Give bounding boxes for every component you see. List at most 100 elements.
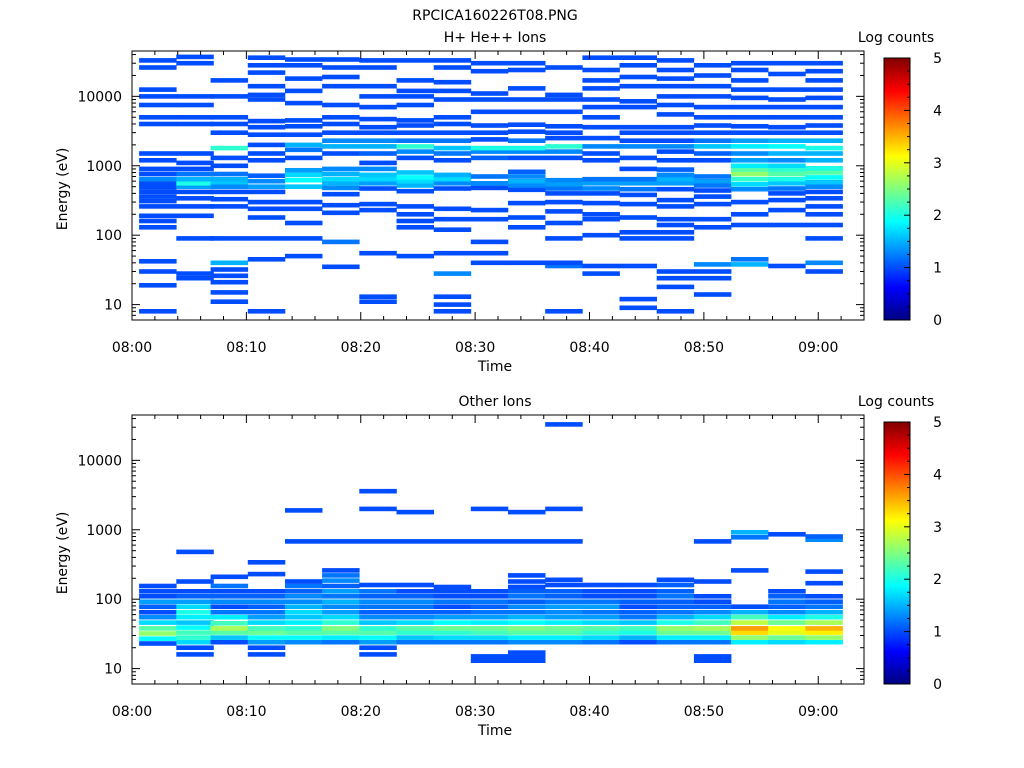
- heatmap-cell: [322, 171, 360, 177]
- heatmap-cell: [285, 236, 323, 241]
- heatmap-cell: [139, 583, 177, 589]
- heatmap-cell: [693, 630, 732, 635]
- heatmap-cell: [693, 83, 732, 89]
- heatmap-cell: [396, 102, 434, 108]
- heatmap-cell: [805, 599, 843, 604]
- heatmap-cell: [805, 204, 843, 209]
- heatmap-cell: [470, 604, 509, 609]
- heatmap-cell: [768, 130, 806, 135]
- heatmap-cell: [805, 594, 843, 599]
- heatmap-cell: [176, 151, 214, 156]
- heatmap-cell: [210, 145, 249, 151]
- heatmap-cell: [322, 639, 360, 645]
- heatmap-cell: [805, 170, 843, 175]
- heatmap-cell: [285, 57, 323, 62]
- heatmap-cell: [359, 186, 397, 191]
- heatmap-cell: [139, 309, 177, 314]
- heatmap-cell: [139, 166, 177, 172]
- heatmap-cell: [139, 171, 177, 177]
- heatmap-cell: [805, 175, 843, 180]
- heatmap-cell: [396, 594, 434, 599]
- heatmap-cell: [176, 652, 214, 657]
- heatmap-cell: [470, 250, 509, 256]
- heatmap-cell: [545, 65, 583, 70]
- heatmap-cell: [139, 636, 177, 641]
- heatmap-cell: [433, 227, 472, 232]
- heatmap-cell: [768, 144, 806, 149]
- heatmap-cell: [433, 309, 472, 314]
- heatmap-cell: [470, 145, 509, 151]
- heatmap-cell: [470, 599, 509, 604]
- heatmap-cell: [285, 172, 323, 178]
- heatmap-cell: [582, 635, 620, 640]
- heatmap-cell: [693, 158, 732, 163]
- heatmap-cell: [247, 639, 286, 645]
- heatmap-cell: [582, 609, 620, 615]
- heatmap-cell: [433, 79, 472, 85]
- heatmap-cell: [176, 196, 214, 201]
- heatmap-cell: [619, 582, 657, 588]
- heatmap-cell: [396, 614, 434, 620]
- heatmap-cell: [805, 580, 843, 586]
- heatmap-cell: [619, 626, 657, 631]
- heatmap-cell: [359, 172, 397, 178]
- heatmap-cell: [470, 216, 509, 222]
- heatmap-cell: [693, 183, 732, 188]
- heatmap-cell: [210, 299, 249, 304]
- heatmap-cell: [139, 121, 177, 127]
- heatmap-cell: [285, 594, 323, 599]
- heatmap-cell: [582, 191, 620, 196]
- heatmap-cell: [656, 149, 695, 154]
- heatmap-cell: [768, 630, 806, 635]
- heatmap-cell: [433, 604, 472, 609]
- heatmap-cell: [322, 57, 360, 62]
- heatmap-cell: [322, 635, 360, 640]
- heatmap-cell: [247, 236, 286, 241]
- heatmap-cell: [433, 584, 472, 590]
- heatmap-cell: [247, 142, 286, 148]
- heatmap-cell: [508, 200, 546, 206]
- x-tick-label: 08:30: [455, 340, 495, 356]
- heatmap-cell: [139, 194, 177, 199]
- heatmap-cell: [545, 97, 583, 102]
- heatmap-cell: [285, 147, 323, 153]
- heatmap-cell: [508, 539, 546, 544]
- heatmap-cell: [176, 213, 214, 219]
- heatmap-cell: [176, 236, 214, 241]
- heatmap-cell: [693, 579, 732, 584]
- heatmap-cell: [285, 63, 323, 68]
- heatmap-cell: [582, 200, 620, 206]
- heatmap-cell: [656, 639, 695, 645]
- heatmap-cell: [805, 609, 843, 615]
- colorbar-tick-label: 1: [933, 261, 942, 277]
- heatmap-cell: [545, 177, 583, 183]
- heatmap-cell: [545, 186, 583, 191]
- heatmap-cell: [508, 169, 546, 175]
- heatmap-cell: [508, 109, 546, 115]
- heatmap-cell: [285, 589, 323, 594]
- heatmap-cell: [768, 163, 806, 169]
- heatmap-cell: [619, 230, 657, 235]
- heatmap-cell: [731, 568, 769, 573]
- heatmap-cell: [433, 172, 472, 178]
- heatmap-cell: [582, 604, 620, 609]
- heatmap-cell: [693, 275, 732, 281]
- heatmap-cell: [433, 115, 472, 120]
- heatmap-cell: [582, 55, 620, 60]
- heatmap-cell: [359, 604, 397, 609]
- heatmap-cell: [693, 73, 732, 78]
- heatmap-cell: [247, 97, 286, 102]
- x-axis-label: Time: [477, 359, 512, 375]
- heatmap-cell: [582, 271, 620, 276]
- heatmap-cell: [582, 582, 620, 588]
- heatmap-cell: [805, 123, 843, 128]
- heatmap-cell: [322, 176, 360, 182]
- heatmap-cell: [508, 149, 546, 154]
- heatmap-cell: [508, 630, 546, 635]
- heatmap-cell: [247, 70, 286, 75]
- heatmap-cell: [470, 609, 509, 615]
- heatmap-cell: [805, 604, 843, 609]
- heatmap-cell: [433, 158, 472, 163]
- heatmap-cell: [247, 604, 286, 609]
- heatmap-cell: [508, 650, 546, 655]
